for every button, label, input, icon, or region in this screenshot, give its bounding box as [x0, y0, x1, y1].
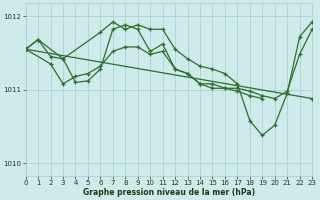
- X-axis label: Graphe pression niveau de la mer (hPa): Graphe pression niveau de la mer (hPa): [83, 188, 255, 197]
